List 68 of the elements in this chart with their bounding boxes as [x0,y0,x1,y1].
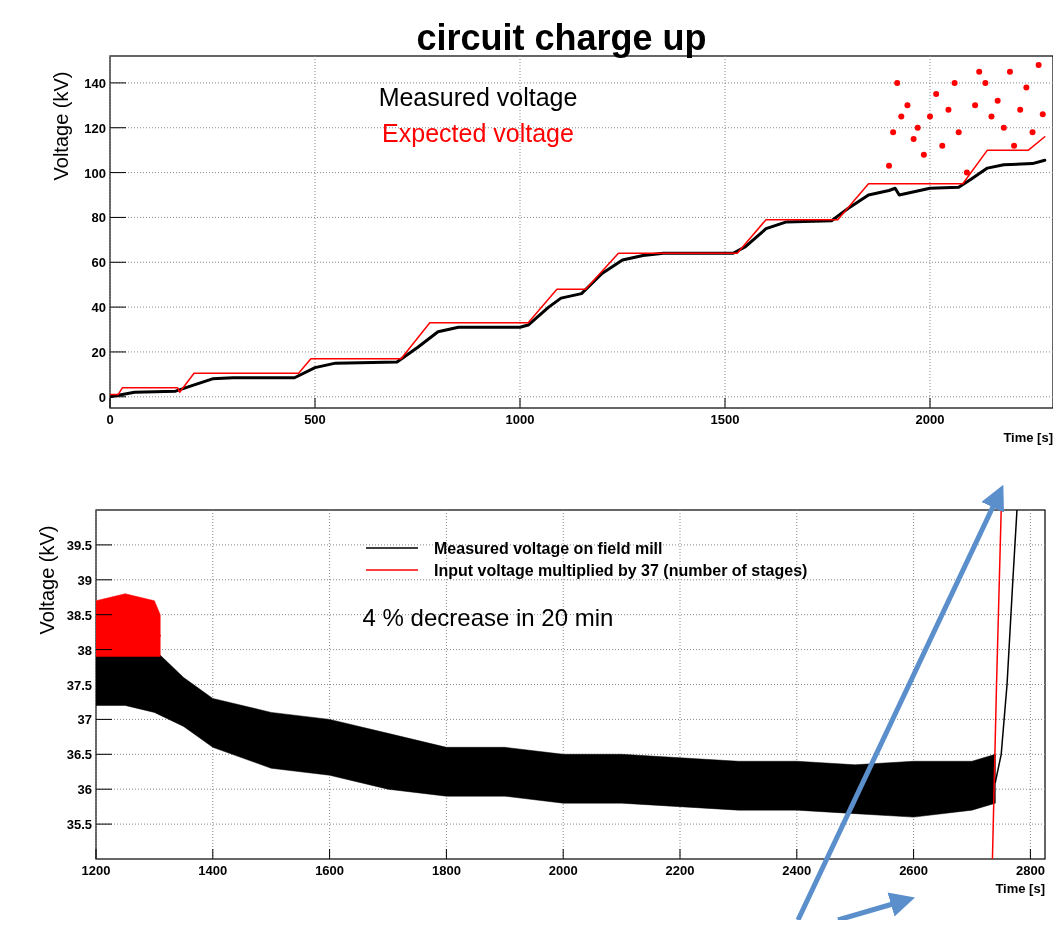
text: Expected voltage [382,119,574,147]
legend-label: Measured voltage on field mill [434,540,663,557]
point [904,102,911,109]
point [955,129,962,136]
y-tick-label: 0 [98,389,106,405]
point [910,135,917,142]
point [972,102,979,109]
chart-title: circuit charge up [416,17,707,58]
x-tick-label: 1800 [431,863,461,878]
point [951,79,958,86]
point [898,113,905,120]
text: Measured voltage [378,83,578,111]
x-axis-title: Time [s] [1003,430,1053,445]
point [1035,61,1042,68]
y-tick-label: 140 [84,75,106,91]
point [982,79,989,86]
x-tick-label: 1000 [505,412,535,427]
x-tick-label: 1600 [315,863,345,878]
annotation: 4 % decrease in 20 min [362,604,614,631]
x-tick-label: 2800 [1015,863,1045,878]
x-tick-label: 1200 [81,863,111,878]
y-tick-label: 38.5 [66,607,92,623]
y-axis-title: Voltage (kV) [50,71,72,181]
y-tick-label: 80 [91,210,106,226]
x-axis-title: Time [s] [995,881,1045,896]
y-tick-label: 60 [91,255,106,271]
point [914,124,921,131]
y-tick-label: 38 [77,642,92,658]
y-axis-title: Voltage (kV) [36,525,58,635]
point [963,169,970,176]
x-tick-label: 1500 [710,412,740,427]
y-tick-label: 36 [77,782,92,798]
point [927,113,933,120]
y-tick-label: 100 [84,165,106,181]
y-tick-label: 36.5 [66,747,92,763]
x-tick-label: 500 [304,412,326,427]
y-tick-label: 39 [77,572,92,588]
x-tick-label: 2200 [665,863,695,878]
y-tick-label: 37 [77,712,92,728]
x-tick-label: 2000 [915,412,945,427]
point [1017,106,1024,113]
y-tick-label: 120 [84,120,106,136]
point [1006,68,1013,75]
point [945,106,952,113]
x-tick-label: 2000 [548,863,578,878]
point [994,97,1001,104]
point [1029,129,1036,136]
point [1023,84,1030,91]
point [933,91,940,98]
point [886,162,892,169]
point [1000,124,1007,131]
point [920,151,927,158]
point [890,129,897,136]
x-tick-label: 1400 [198,863,228,878]
y-tick-label: 20 [91,344,106,360]
point [1011,142,1018,149]
point [894,79,901,86]
point [988,113,995,120]
y-tick-label: 40 [91,300,106,316]
y-tick-label: 37.5 [66,677,92,693]
point [939,142,946,149]
point [976,68,983,75]
y-tick-label: 35.5 [66,817,92,833]
legend-label: Input voltage multiplied by 37 (number of stages) [434,562,808,579]
x-tick-label: 2600 [899,863,929,878]
y-tick-label: 39.5 [66,537,92,553]
x-tick-label: 2400 [782,863,812,878]
point [1039,111,1046,118]
